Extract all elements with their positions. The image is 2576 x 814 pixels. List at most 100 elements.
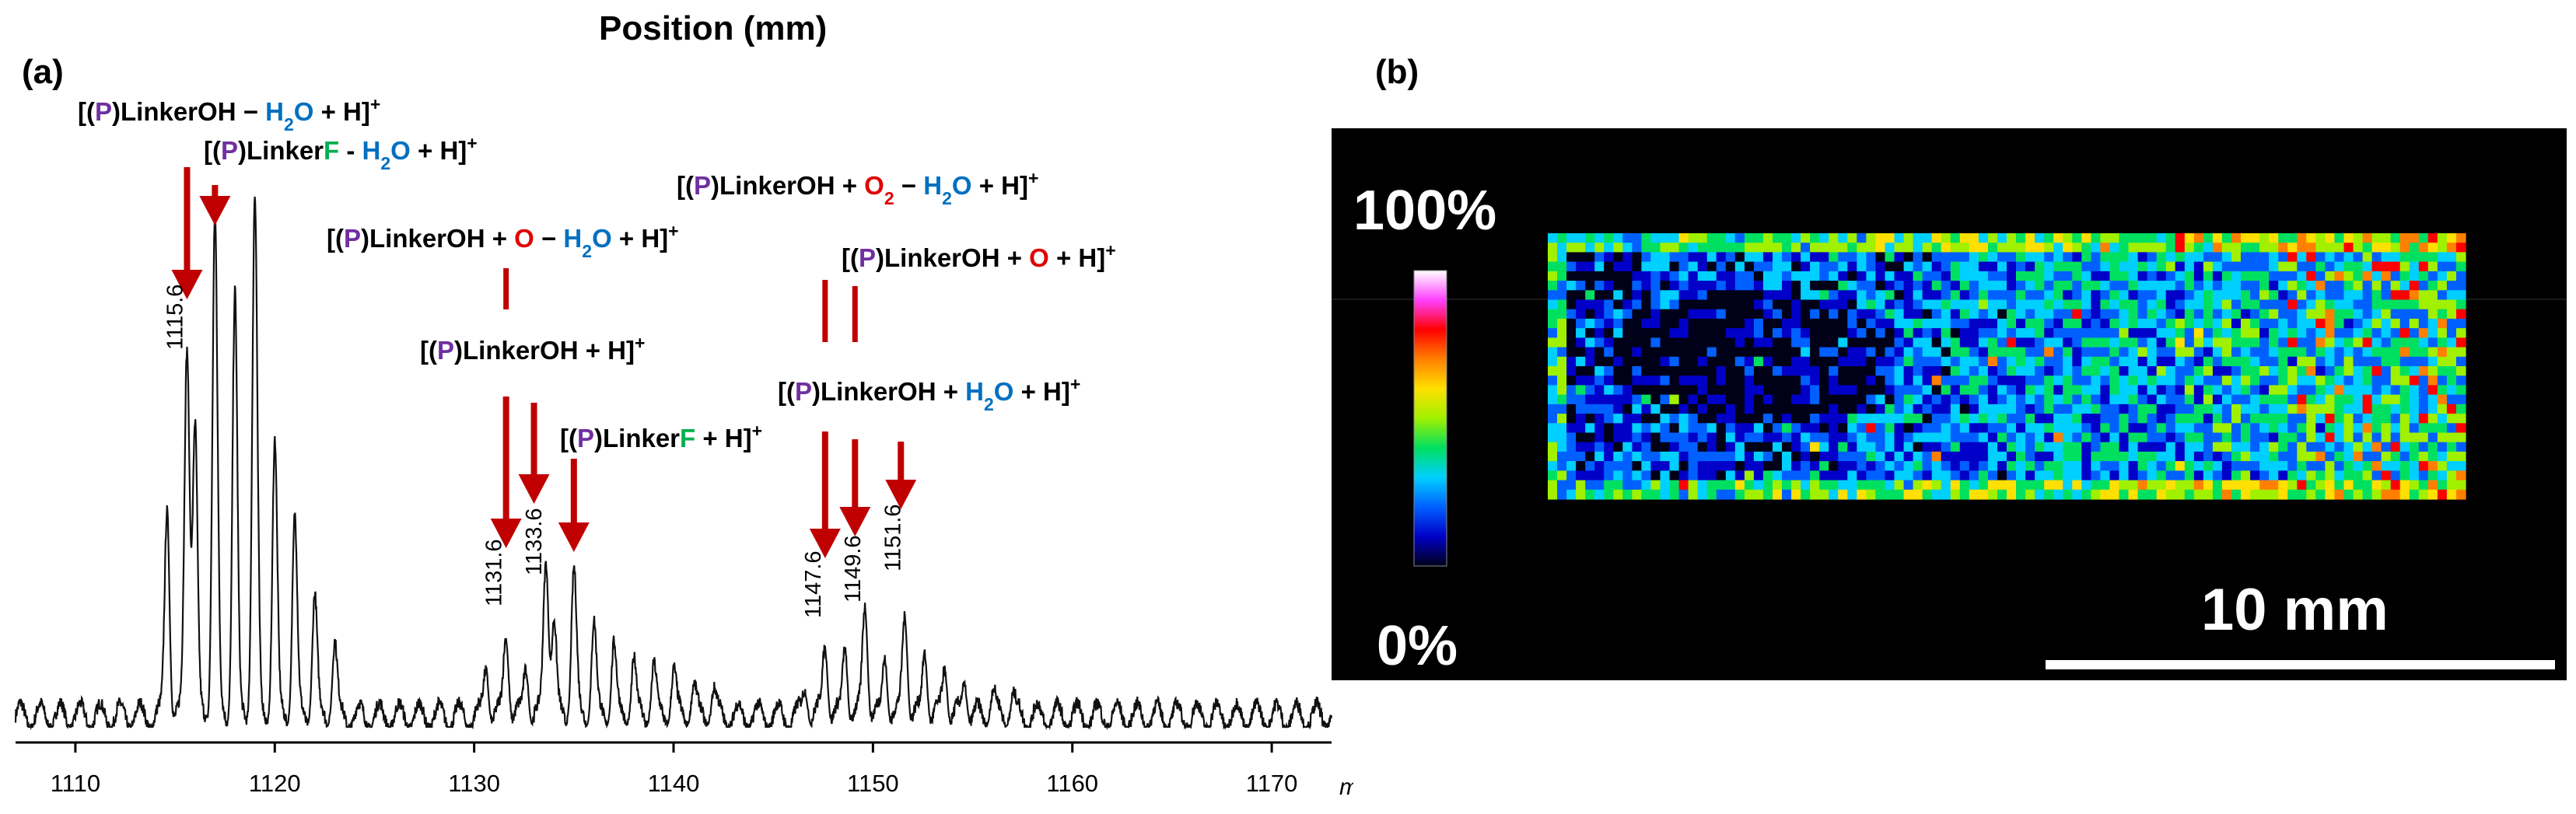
heatmap-cell xyxy=(1753,299,1764,310)
heatmap-cell xyxy=(2119,432,2130,443)
heatmap-cell xyxy=(2231,337,2242,348)
heatmap-cell xyxy=(2100,470,2110,481)
heatmap-cell xyxy=(2072,432,2082,443)
heatmap-cell xyxy=(2259,271,2270,281)
heatmap-cell xyxy=(1697,356,1708,367)
heatmap-cell xyxy=(2184,461,2195,471)
heatmap-cell xyxy=(2297,281,2307,291)
heatmap-cell xyxy=(2418,299,2429,310)
heatmap-cell xyxy=(2156,432,2167,443)
heatmap-cell xyxy=(1987,385,1998,396)
heatmap-cell xyxy=(2418,243,2429,253)
heatmap-cell xyxy=(1838,404,1848,414)
heatmap-cell xyxy=(2446,328,2457,338)
heatmap-cell xyxy=(1706,480,1717,491)
heatmap-cell xyxy=(2446,281,2457,291)
heatmap-cell xyxy=(2147,366,2158,376)
heatmap-cell xyxy=(2175,328,2186,338)
heatmap-cell xyxy=(2287,366,2298,376)
heatmap-cell xyxy=(2418,309,2429,320)
heatmap-cell xyxy=(1847,309,1857,320)
heatmap-cell xyxy=(1913,356,1923,367)
heatmap-cell xyxy=(2100,309,2110,320)
heatmap-cell xyxy=(2250,281,2260,291)
heatmap-cell xyxy=(1829,337,1839,348)
heatmap-cell xyxy=(2231,366,2242,376)
heatmap-cell xyxy=(1650,356,1661,367)
heatmap-cell xyxy=(1753,290,1764,301)
heatmap-cell xyxy=(2091,366,2101,376)
heatmap-cell xyxy=(1950,404,1961,414)
heatmap-cell xyxy=(2371,461,2382,471)
heatmap-cell xyxy=(1725,233,1736,243)
heatmap-cell xyxy=(2007,385,2017,396)
heatmap-cell xyxy=(1903,423,1914,434)
heatmap-cell xyxy=(2137,414,2148,424)
heatmap-cell xyxy=(1641,442,1651,452)
heatmap-cell xyxy=(1969,385,1979,396)
heatmap-cell xyxy=(1734,423,1745,434)
heatmap-cell xyxy=(1622,261,1633,272)
heatmap-cell xyxy=(2297,489,2307,500)
heatmap-cell xyxy=(1857,376,1867,386)
heatmap-cell xyxy=(2072,442,2082,452)
heatmap-cell xyxy=(1697,347,1708,358)
heatmap-cell xyxy=(1829,376,1839,386)
heatmap-cell xyxy=(2306,423,2316,434)
heatmap-cell xyxy=(1650,347,1661,358)
heatmap-cell xyxy=(2025,366,2035,376)
heatmap-cell xyxy=(2250,404,2260,414)
heatmap-cell xyxy=(1716,299,1727,310)
heatmap-cell xyxy=(1548,299,1558,310)
heatmap-cell xyxy=(2259,423,2270,434)
heatmap-cell xyxy=(1791,394,1801,405)
heatmap-cell xyxy=(2091,261,2101,272)
heatmap-cell xyxy=(2109,243,2119,253)
heatmap-cell xyxy=(2119,423,2130,434)
heatmap-cell xyxy=(2287,337,2298,348)
heatmap-cell xyxy=(2259,366,2270,376)
heatmap-cell xyxy=(2212,318,2223,329)
heatmap-cell xyxy=(1838,432,1848,443)
heatmap-cell xyxy=(1604,290,1614,301)
heatmap-cell xyxy=(1931,423,1942,434)
heatmap-cell xyxy=(1773,261,1783,272)
heatmap-cell xyxy=(1566,243,1577,253)
heatmap-cell xyxy=(1762,423,1773,434)
heatmap-cell xyxy=(2128,489,2139,500)
heatmap-cell xyxy=(2063,470,2073,481)
heatmap-cell xyxy=(1829,309,1839,320)
heatmap-cell xyxy=(2137,404,2148,414)
heatmap-cell xyxy=(1922,366,1933,376)
heatmap-cell xyxy=(1697,414,1708,424)
heatmap-cell xyxy=(1613,376,1623,386)
heatmap-cell xyxy=(1959,261,1970,272)
heatmap-cell xyxy=(1773,252,1783,263)
heatmap-cell xyxy=(2269,451,2279,462)
heatmap-cell xyxy=(1650,271,1661,281)
heatmap-cell xyxy=(2025,404,2035,414)
heatmap-cell xyxy=(2035,442,2045,452)
heatmap-cell xyxy=(2287,271,2298,281)
heatmap-cell xyxy=(1641,394,1651,405)
heatmap-cell xyxy=(1903,451,1914,462)
heatmap-cell xyxy=(2250,451,2260,462)
heatmap-cell xyxy=(2193,290,2204,301)
heatmap-cell xyxy=(2147,290,2158,301)
heatmap-cell xyxy=(1857,442,1867,452)
heatmap-cell xyxy=(2193,461,2204,471)
heatmap-cell xyxy=(2456,337,2466,348)
heatmap-cell xyxy=(1660,252,1671,263)
heatmap-cell xyxy=(1566,432,1577,443)
heatmap-cell xyxy=(1801,252,1811,263)
heatmap-cell xyxy=(2334,423,2344,434)
heatmap-cell xyxy=(2315,309,2326,320)
heatmap-cell xyxy=(1716,243,1727,253)
x-tick-label-1120: 1120 xyxy=(249,770,301,797)
heatmap-cell xyxy=(2334,366,2344,376)
heatmap-cell xyxy=(2109,347,2119,358)
heatmap-cell xyxy=(2334,337,2344,348)
heatmap-cell xyxy=(2409,470,2420,481)
heatmap-cell xyxy=(2362,328,2373,338)
heatmap-cell xyxy=(2016,356,2026,367)
